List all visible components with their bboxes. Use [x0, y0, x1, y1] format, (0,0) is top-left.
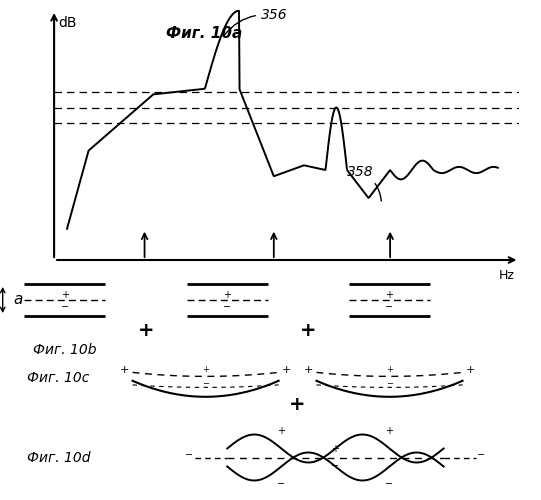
Text: −: − — [385, 480, 394, 490]
Text: 356: 356 — [224, 8, 287, 36]
Text: −: − — [61, 302, 69, 312]
Text: +: + — [289, 396, 306, 414]
Text: −: − — [202, 379, 209, 388]
Text: −: − — [331, 462, 340, 471]
Text: +: + — [223, 290, 231, 300]
Text: Фиг. 10a: Фиг. 10a — [166, 26, 242, 40]
Text: +: + — [202, 364, 209, 374]
Text: +: + — [138, 320, 154, 340]
Text: +: + — [120, 365, 129, 375]
Text: −: − — [185, 450, 194, 460]
Text: +: + — [282, 365, 292, 375]
Text: +: + — [304, 365, 313, 375]
Text: +: + — [386, 364, 393, 374]
Text: −: − — [386, 379, 393, 388]
Text: Фиг. 10c: Фиг. 10c — [27, 370, 89, 384]
Text: a: a — [14, 292, 23, 308]
Text: −: − — [477, 450, 486, 460]
Text: +: + — [300, 320, 316, 340]
Text: Фиг. 10d: Фиг. 10d — [27, 450, 90, 464]
Text: +: + — [61, 290, 69, 300]
Text: +: + — [386, 290, 393, 300]
Text: dB: dB — [58, 16, 77, 30]
Text: +: + — [332, 444, 339, 454]
Text: 358: 358 — [347, 164, 381, 201]
Text: −: − — [385, 302, 394, 312]
Text: +: + — [278, 426, 285, 436]
Text: −: − — [277, 480, 286, 490]
Text: +: + — [466, 365, 476, 375]
Text: Hz: Hz — [499, 270, 515, 282]
Text: Фиг. 10b: Фиг. 10b — [33, 342, 97, 356]
Text: −: − — [223, 302, 232, 312]
Text: +: + — [386, 426, 393, 436]
